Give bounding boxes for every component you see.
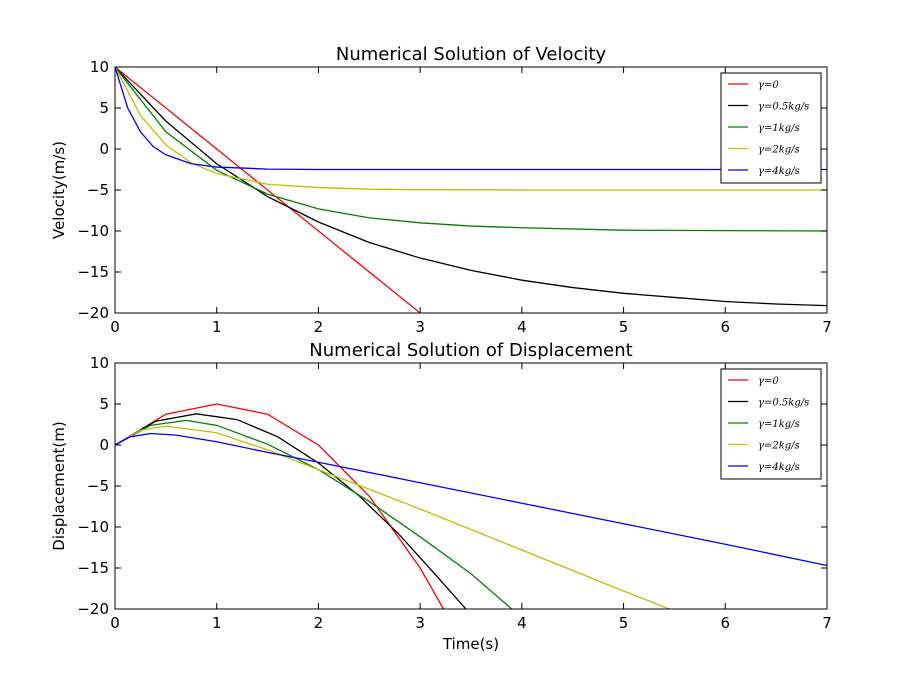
velocity-ytick-label: −20 [77, 304, 109, 322]
displacement-xtick-label: 2 [314, 614, 324, 632]
displacement-legend-label-4: γ=4kg/s [758, 462, 800, 473]
velocity-xtick-label: 0 [110, 318, 120, 336]
displacement-xtick-label: 1 [212, 614, 222, 632]
displacement-xtick-label: 3 [415, 614, 425, 632]
velocity-ytick-label: −5 [87, 181, 109, 199]
displacement-ytick-label: 0 [99, 436, 109, 454]
displacement-series-line-0 [115, 403, 445, 609]
velocity-series-line-4 [115, 67, 827, 171]
velocity-panel: Numerical Solution of Velocity Velocity(… [50, 44, 832, 336]
velocity-legend-label-2: γ=1kg/s [758, 123, 800, 134]
velocity-xtick-label: 3 [415, 318, 425, 336]
velocity-series-line-1 [115, 67, 827, 307]
displacement-legend-box [720, 368, 822, 480]
displacement-series-line-1 [115, 413, 467, 609]
velocity-series-line-2 [115, 67, 827, 232]
displacement-xtick-label: 7 [822, 614, 832, 632]
velocity-ytick-label: 5 [99, 99, 109, 117]
displacement-series-group [115, 403, 827, 609]
velocity-legend-box [720, 72, 822, 184]
velocity-legend-label-0: γ=0 [758, 80, 779, 91]
displacement-ytick-label: 10 [90, 354, 109, 372]
displacement-xlabel: Time(s) [442, 635, 499, 653]
velocity-title: Numerical Solution of Velocity [336, 44, 607, 65]
displacement-title: Numerical Solution of Displacement [309, 340, 632, 361]
displacement-ytick-label: 5 [99, 395, 109, 413]
displacement-legend-label-3: γ=2kg/s [758, 441, 800, 452]
displacement-ytick-label: −20 [77, 600, 109, 618]
velocity-ytick-label: 10 [90, 58, 109, 76]
displacement-legend: γ=0 γ=0.5kg/s γ=1kg/s γ=2kg/s γ=4kg/s [720, 368, 822, 480]
velocity-ytick-label: 0 [99, 140, 109, 158]
velocity-legend-label-4: γ=4kg/s [758, 166, 800, 177]
velocity-legend: γ=0 γ=0.5kg/s γ=1kg/s γ=2kg/s γ=4kg/s [720, 72, 822, 184]
displacement-legend-label-2: γ=1kg/s [758, 419, 800, 430]
velocity-series-group [115, 67, 827, 313]
displacement-series-line-3 [115, 425, 670, 609]
velocity-legend-label-3: γ=2kg/s [758, 145, 800, 156]
displacement-xtick-label: 5 [619, 614, 629, 632]
displacement-xtick-label: 4 [517, 614, 527, 632]
displacement-legend-label-0: γ=0 [758, 376, 779, 387]
velocity-xtick-label: 7 [822, 318, 832, 336]
displacement-legend-label-1: γ=0.5kg/s [758, 398, 809, 409]
displacement-ytick-label: −5 [87, 477, 109, 495]
displacement-xtick-label: 6 [721, 614, 731, 632]
displacement-series-line-4 [115, 432, 827, 567]
velocity-ytick-label: −10 [77, 222, 109, 240]
displacement-ytick-label: −15 [77, 559, 109, 577]
velocity-xtick-label: 5 [619, 318, 629, 336]
velocity-xtick-label: 2 [314, 318, 324, 336]
velocity-legend-label-1: γ=0.5kg/s [758, 102, 809, 113]
velocity-ytick-label: −15 [77, 263, 109, 281]
displacement-ylabel: Displacement(m) [50, 421, 68, 550]
velocity-xtick-label: 6 [721, 318, 731, 336]
velocity-series-line-0 [115, 67, 421, 313]
velocity-ylabel: Velocity(m/s) [50, 141, 68, 239]
displacement-ytick-label: −10 [77, 518, 109, 536]
velocity-xtick-label: 1 [212, 318, 222, 336]
velocity-series-line-3 [115, 67, 827, 191]
velocity-xtick-label: 4 [517, 318, 527, 336]
displacement-panel: Numerical Solution of Displacement Displ… [50, 340, 832, 653]
displacement-xtick-label: 0 [110, 614, 120, 632]
